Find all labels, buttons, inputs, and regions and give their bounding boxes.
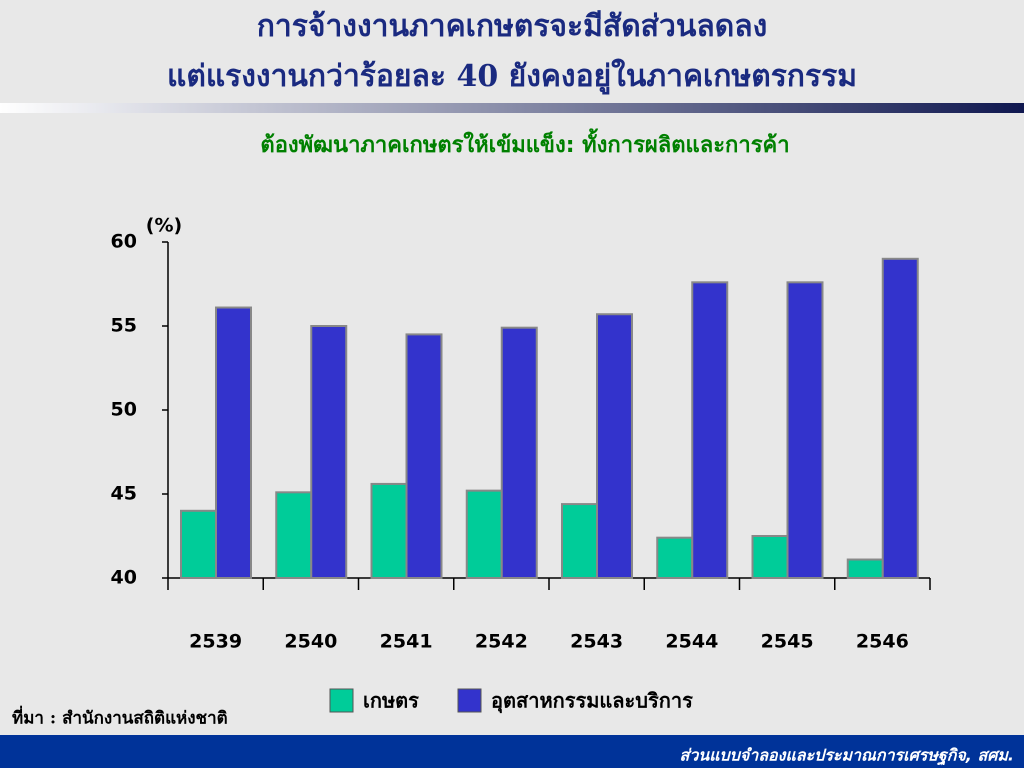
bar	[180, 509, 217, 579]
source: ที่มา : สำนักงานสถิติแห่งชาติ	[12, 706, 228, 729]
bar	[786, 281, 824, 579]
legend-swatch	[457, 688, 482, 713]
y-tick-label: 45	[111, 483, 137, 505]
bar	[370, 482, 408, 580]
title-line2: แต่แรงงานกว่าร้อยละ 40 ยังคงอยู่ในภาคเกษ…	[167, 58, 857, 95]
footer-bar	[0, 735, 1024, 768]
bar	[751, 535, 789, 579]
title: การจ้างงานภาคเกษตรจะมีสัดส่วนลดลง	[257, 9, 768, 44]
bar	[596, 313, 633, 579]
y-tick-label: 50	[111, 399, 137, 421]
x-tick-label: 2544	[665, 631, 718, 653]
bar	[275, 491, 313, 580]
subtitle: ต้องพัฒนาภาคเกษตรให้เข้มแข็ง: ทั้งการผลิ…	[260, 128, 789, 158]
legend-swatch	[329, 688, 354, 713]
bar	[500, 326, 538, 579]
bar	[215, 306, 252, 579]
footer: ส่วนแบบจำลองและประมาณการเศรษฐกิจ, สศม.	[680, 746, 1014, 767]
bar	[310, 325, 348, 579]
bar	[405, 333, 443, 579]
x-tick-label: 2543	[570, 631, 623, 653]
x-tick-label: 2545	[761, 631, 814, 653]
x-tick-label: 2540	[284, 631, 337, 653]
y-tick-label: 60	[111, 231, 137, 253]
bar	[881, 257, 919, 579]
legend-label: อุตสาหกรรมและบริการ	[491, 689, 693, 714]
x-tick-label: 2546	[856, 631, 909, 653]
header-rule	[0, 103, 1024, 113]
x-tick-label: 2542	[475, 631, 528, 653]
x-tick-label: 2541	[380, 631, 433, 653]
y-tick-label: 55	[111, 315, 137, 337]
bar	[691, 281, 729, 579]
bar	[465, 489, 503, 580]
y-tick-label: 40	[111, 567, 137, 589]
bar	[656, 536, 694, 579]
bar	[846, 558, 884, 580]
bar	[561, 503, 598, 579]
y-unit-label: (%)	[146, 215, 182, 237]
x-tick-label: 2539	[189, 631, 242, 653]
legend-label: เกษตร	[363, 689, 419, 713]
header-bg	[0, 0, 1024, 103]
